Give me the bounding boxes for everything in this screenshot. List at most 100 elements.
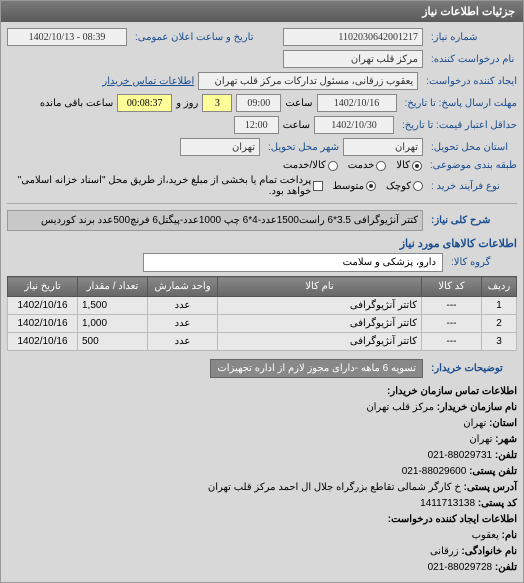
radio-goods[interactable]: کالا — [396, 160, 422, 171]
radio-dot-icon — [376, 161, 386, 171]
table-header: ردیف — [482, 277, 517, 297]
creator-field — [198, 72, 418, 90]
table-cell: 1402/10/16 — [8, 297, 78, 315]
check-process[interactable]: پرداخت تمام یا بخشی از مبلغ خرید،از طریق… — [7, 175, 323, 197]
postcode-label: کد پستی: — [478, 498, 517, 509]
number-field — [283, 28, 423, 46]
table-cell: --- — [422, 333, 482, 351]
radio-both[interactable]: کالا/خدمت — [283, 160, 338, 171]
address-value: خ کارگر شمالی تقاطع بزرگراه جلال ال احمد… — [208, 482, 461, 493]
org-value: مرکز قلب تهران — [366, 402, 434, 413]
buyer-desc-label: توضیحات خریدار: — [427, 363, 517, 374]
delivery-state-label: استان محل تحویل: — [427, 142, 517, 153]
need-title: کتتر آنژیوگرافی 3.5*6 راست1500عدد-4*6 چپ… — [7, 210, 423, 231]
org-label: نام سازمان خریدار: — [437, 402, 517, 413]
radio-dot-icon — [366, 181, 376, 191]
state-label: استان: — [489, 418, 517, 429]
table-header: تاریخ نیاز — [8, 277, 78, 297]
deadline-time — [236, 94, 281, 112]
city-label: شهر: — [495, 434, 517, 445]
goods-info-title: اطلاعات کالاهای مورد نیاز — [7, 237, 517, 250]
process-radios: کوچک متوسط پرداخت تمام یا بخشی از مبلغ خ… — [7, 175, 423, 197]
buyer-desc: تسویه 6 ماهه -دارای مجوز لازم از اداره ت… — [210, 359, 423, 378]
remaining-time — [117, 94, 172, 112]
contact-link[interactable]: اطلاعات تماس خریدار — [102, 76, 194, 87]
table-row[interactable]: 3---کاتتر آنژیوگرافیعدد5001402/10/16 — [8, 333, 517, 351]
items-table: ردیفکد کالانام کالاواحد شمارشتعداد / مقد… — [7, 276, 517, 351]
creator-tel-label: تلفن: — [495, 562, 517, 573]
creator-label: ایجاد کننده درخواست: — [422, 76, 517, 87]
radio-small[interactable]: کوچک — [386, 181, 423, 192]
name-label: نام: — [502, 530, 517, 541]
process-label: نوع فرآیند خرید : — [427, 181, 517, 192]
number-label: شماره نیاز: — [427, 32, 517, 43]
radio-dot-icon — [328, 161, 338, 171]
table-cell: عدد — [148, 315, 218, 333]
price-valid-time-label: ساعت — [283, 120, 310, 131]
category-label: طبقه بندی موضوعی: — [426, 160, 517, 171]
tel-label: تلفن: — [495, 450, 517, 461]
need-title-label: شرح کلی نیاز: — [427, 215, 517, 226]
remaining-days-label: روز و — [176, 98, 198, 109]
table-row[interactable]: 2---کاتتر آنژیوگرافیعدد1,0001402/10/16 — [8, 315, 517, 333]
creator-tel-value: 88029728-021 — [428, 562, 493, 573]
form-area: شماره نیاز: تاریخ و ساعت اعلان عمومی: نا… — [1, 22, 523, 582]
table-cell: عدد — [148, 297, 218, 315]
table-cell: 1402/10/16 — [8, 333, 78, 351]
radio-service[interactable]: خدمت — [348, 160, 387, 171]
panel-title: جزئیات اطلاعات نیاز — [1, 1, 523, 22]
group-value: دارو، پزشکی و سلامت — [143, 253, 443, 272]
category-radios: کالا خدمت کالا/خدمت — [283, 160, 422, 171]
state-value: تهران — [463, 418, 486, 429]
price-valid-time — [234, 116, 279, 134]
table-header: کد کالا — [422, 277, 482, 297]
table-header: واحد شمارش — [148, 277, 218, 297]
table-cell: 2 — [482, 315, 517, 333]
table-cell: --- — [422, 297, 482, 315]
checkbox-icon — [313, 181, 322, 191]
deadline-date — [317, 94, 397, 112]
address-label: آدرس پستی: — [464, 482, 517, 493]
contact-title: اطلاعات تماس سازمان خریدار: — [387, 386, 517, 397]
lastname-label: نام خانوادگی: — [461, 546, 517, 557]
radio-dot-icon — [412, 161, 422, 171]
delivery-city-label: شهر محل تحویل: — [264, 142, 339, 153]
deadline-label: مهلت ارسال پاسخ: تا تاریخ: — [401, 98, 517, 109]
delivery-city — [180, 138, 260, 156]
requester-field — [283, 50, 423, 68]
remaining-days — [202, 94, 232, 112]
table-cell: عدد — [148, 333, 218, 351]
details-panel: جزئیات اطلاعات نیاز شماره نیاز: تاریخ و … — [0, 0, 524, 583]
delivery-state — [343, 138, 423, 156]
table-cell: 3 — [482, 333, 517, 351]
requester-label: نام درخواست کننده: — [427, 54, 517, 65]
table-header: تعداد / مقدار — [78, 277, 148, 297]
postcode-value: 1411713138 — [420, 498, 475, 509]
table-cell: 1 — [482, 297, 517, 315]
table-cell: 500 — [78, 333, 148, 351]
table-cell: 1402/10/16 — [8, 315, 78, 333]
date-field — [7, 28, 127, 46]
radio-dot-icon — [413, 181, 423, 191]
price-valid-date — [314, 116, 394, 134]
date-label: تاریخ و ساعت اعلان عمومی: — [131, 32, 254, 43]
table-row[interactable]: 1---کاتتر آنژیوگرافیعدد1,5001402/10/16 — [8, 297, 517, 315]
fax-label: تلفن پستی: — [469, 466, 517, 477]
deadline-time-label: ساعت — [285, 98, 312, 109]
radio-mid[interactable]: متوسط — [333, 181, 376, 192]
table-cell: --- — [422, 315, 482, 333]
table-cell: کاتتر آنژیوگرافی — [218, 333, 422, 351]
contact-block: اطلاعات تماس سازمان خریدار: نام سازمان خ… — [7, 384, 517, 576]
table-header: نام کالا — [218, 277, 422, 297]
tel-value: 88029731-021 — [428, 450, 493, 461]
remaining-label: ساعت باقی مانده — [40, 98, 113, 109]
table-cell: کاتتر آنژیوگرافی — [218, 315, 422, 333]
price-valid-label: حداقل اعتبار قیمت: تا تاریخ: — [398, 120, 517, 131]
lastname-value: زرقانی — [430, 546, 459, 557]
table-cell: کاتتر آنژیوگرافی — [218, 297, 422, 315]
group-label: گروه کالا: — [447, 257, 517, 268]
table-cell: 1,000 — [78, 315, 148, 333]
city-value: تهران — [469, 434, 492, 445]
fax-value: 88029600-021 — [402, 466, 467, 477]
table-cell: 1,500 — [78, 297, 148, 315]
